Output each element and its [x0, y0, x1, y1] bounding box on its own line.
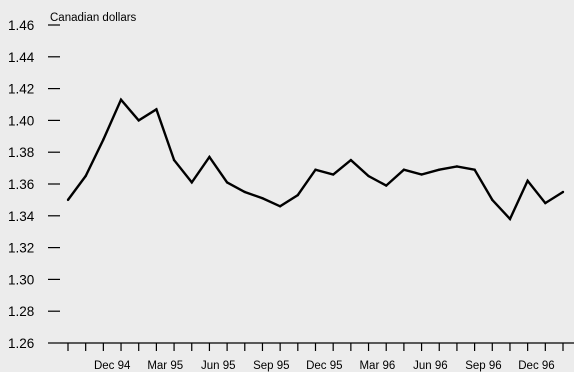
data-point	[278, 205, 282, 208]
data-point	[331, 173, 335, 176]
y-tick-label: 1.26	[8, 336, 34, 351]
y-tick-label: 1.40	[8, 113, 34, 128]
x-tick-label: Jun 96	[413, 360, 448, 372]
data-point	[367, 174, 370, 178]
data-point	[455, 165, 459, 168]
data-point	[385, 184, 388, 187]
data-point	[119, 98, 123, 101]
data-point	[225, 181, 229, 184]
data-point	[296, 193, 300, 197]
data-point	[84, 174, 87, 178]
y-tick-label: 1.44	[8, 50, 35, 65]
data-point	[172, 158, 176, 162]
series-line	[67, 97, 564, 222]
x-tick-label: Sep 95	[253, 360, 289, 372]
data-point	[561, 190, 565, 194]
data-point	[491, 198, 494, 202]
data-point	[155, 108, 158, 111]
y-axis: 1.26 1.28 1.30 1.32 1.34 1.36 1.38 1.40 1.42 1.44…	[8, 18, 60, 351]
data-point	[314, 168, 317, 171]
data-point	[420, 173, 423, 176]
y-tick-label: 1.46	[8, 18, 34, 33]
data-point	[102, 138, 105, 141]
data-point	[66, 198, 70, 202]
x-tick-label: Dec 96	[518, 360, 554, 372]
y-tick-label: 1.42	[8, 82, 34, 97]
x-tick-label: Sep 96	[465, 360, 501, 372]
data-point	[473, 168, 476, 171]
data-point	[190, 181, 193, 184]
data-point	[261, 197, 264, 200]
x-tick-label: Mar 95	[147, 360, 183, 372]
y-tick-label: 1.34	[8, 209, 35, 224]
y-tick-label: 1.36	[8, 177, 34, 192]
x-tick-label: Mar 96	[359, 360, 395, 372]
data-point	[544, 201, 547, 205]
x-tick-label: Dec 95	[306, 360, 342, 372]
x-tick-label: Jun 95	[201, 360, 236, 372]
y-tick-label: 1.28	[8, 304, 34, 319]
data-point	[137, 119, 140, 122]
data-point	[349, 158, 353, 162]
y-axis-unit-label: Canadian dollars	[50, 12, 137, 24]
data-point	[508, 217, 512, 221]
x-axis: Dec 94 Mar 95 Jun 95 Sep 95 Dec 95 Mar 96 Jun …	[60, 342, 574, 372]
data-point	[243, 190, 246, 194]
series-group	[66, 97, 565, 222]
data-point	[526, 179, 529, 183]
y-tick-label: 1.38	[8, 145, 34, 160]
y-tick-label: 1.30	[8, 272, 34, 287]
data-point	[402, 168, 406, 171]
y-tick-label: 1.32	[8, 241, 34, 256]
data-point	[208, 155, 211, 159]
x-tick-label: Dec 94	[94, 360, 131, 372]
data-point	[438, 168, 441, 171]
